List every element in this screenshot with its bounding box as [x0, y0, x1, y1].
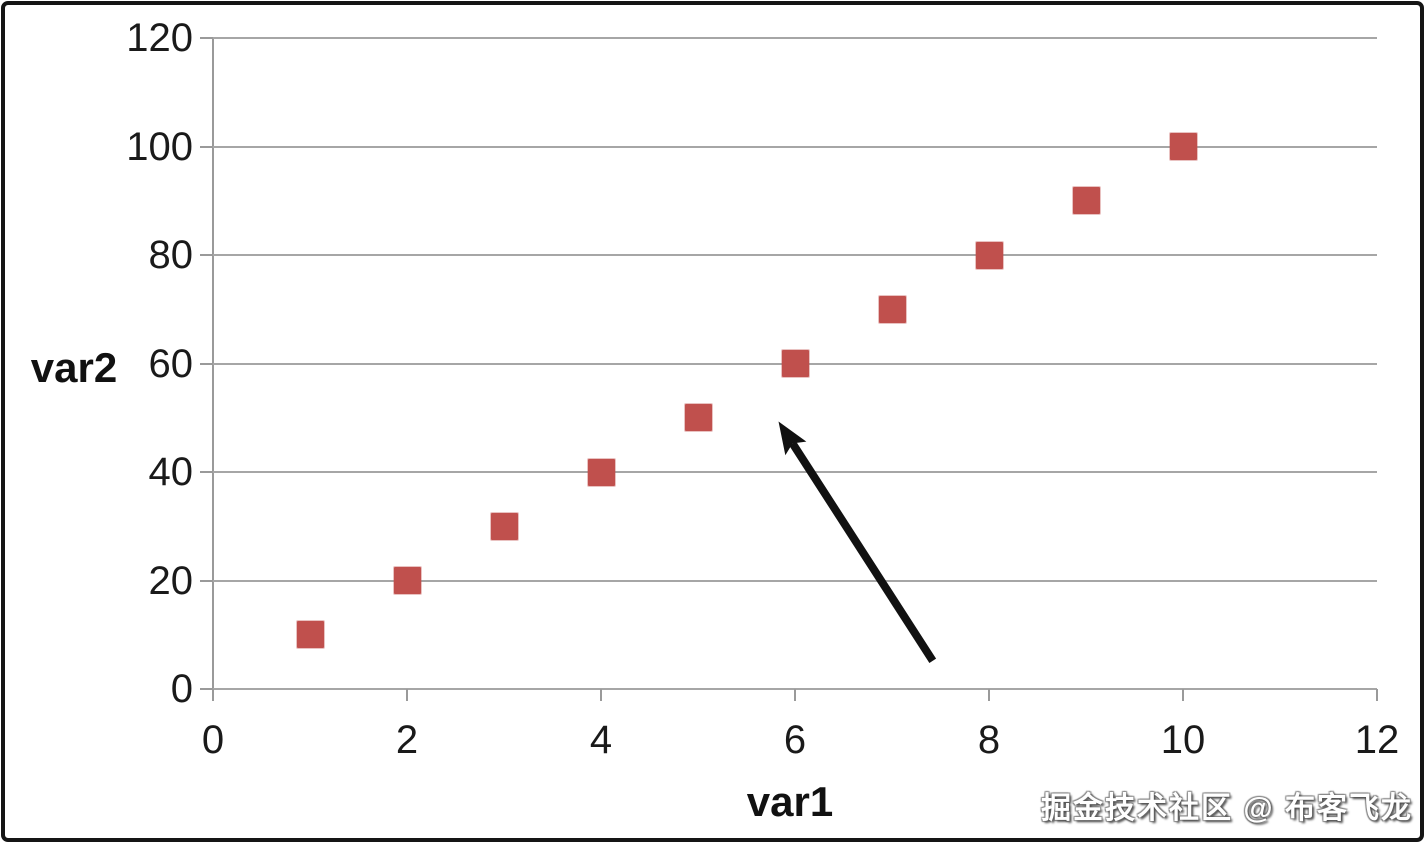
- data-point-4-40: [587, 458, 615, 486]
- data-point-1-10: [296, 621, 324, 649]
- x-tick-10: [1182, 689, 1184, 701]
- x-tick-label-0: 0: [201, 718, 225, 762]
- y-tick-20: [200, 579, 213, 582]
- annotation-arrow: [778, 421, 937, 663]
- data-point-3-30: [490, 512, 518, 540]
- x-tick-0: [212, 689, 214, 701]
- y-axis-title: var2: [30, 344, 118, 391]
- y-tick-120: [200, 37, 213, 39]
- y-tick-80: [200, 254, 213, 256]
- gridline-y-20: [213, 579, 1377, 582]
- plot-area: [200, 37, 1378, 701]
- x-axis-title: var1: [746, 778, 834, 825]
- data-point-7-70: [878, 295, 906, 323]
- x-tick-12: [1376, 689, 1378, 701]
- x-tick-label-2: 2: [395, 718, 419, 762]
- x-tick-label-8: 8: [977, 718, 1001, 762]
- x-tick-label-10: 10: [1160, 718, 1206, 762]
- y-tick-label-20: 20: [148, 558, 194, 603]
- y-axis-line: [212, 38, 214, 691]
- data-point-9-90: [1072, 187, 1100, 215]
- y-tick-0: [200, 688, 213, 690]
- y-tick-100: [200, 145, 213, 148]
- y-tick-label-40: 40: [148, 450, 194, 494]
- y-tick-60: [200, 362, 213, 365]
- watermark-text: 掘金技术社区 @ 布客飞龙: [1041, 792, 1413, 825]
- y-tick-label-80: 80: [148, 233, 194, 277]
- x-tick-6: [794, 689, 796, 701]
- data-point-5-50: [684, 404, 712, 432]
- gridline-y-100: [213, 145, 1377, 148]
- x-tick-2: [406, 689, 408, 701]
- y-tick-label-0: 0: [170, 667, 193, 711]
- y-tick-label-100: 100: [126, 124, 193, 169]
- data-point-6-60: [781, 350, 809, 377]
- gridline-y-40: [213, 471, 1377, 473]
- x-tick-label-4: 4: [589, 718, 613, 762]
- x-tick-8: [988, 689, 990, 701]
- y-tick-40: [200, 471, 213, 473]
- gridline-y-80: [213, 254, 1377, 256]
- y-tick-label-60: 60: [148, 341, 194, 386]
- data-point-8-80: [975, 241, 1003, 269]
- y-tick-label-120: 120: [126, 16, 193, 60]
- x-tick-label-12: 12: [1354, 718, 1400, 762]
- data-point-10-100: [1169, 133, 1197, 160]
- x-tick-label-6: 6: [783, 718, 807, 762]
- data-point-2-20: [393, 567, 421, 594]
- gridline-y-120: [213, 37, 1377, 39]
- x-tick-4: [600, 689, 602, 701]
